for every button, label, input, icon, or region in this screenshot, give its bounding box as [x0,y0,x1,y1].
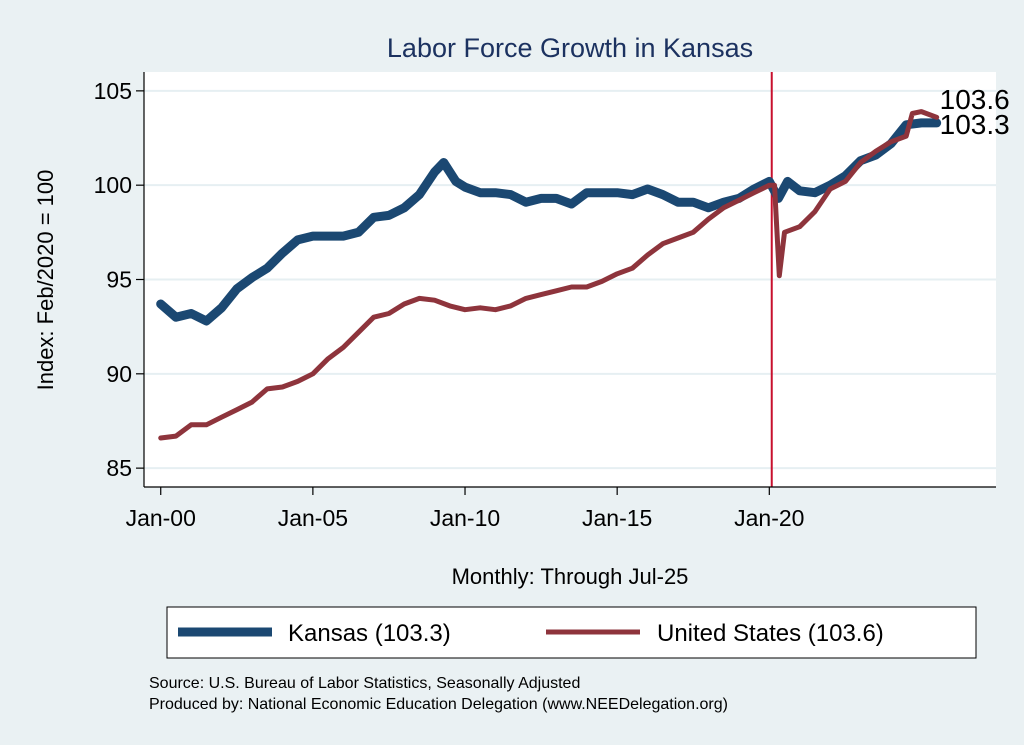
y-tick-label: 85 [106,455,132,481]
x-tick-label: Jan-20 [734,505,804,531]
series-line-united-states [158,109,940,441]
legend-label-united-states: United States (103.6) [657,620,884,647]
y-axis-ticks: 85 90 95 100 105 [94,78,144,481]
x-tick-label: Jan-00 [126,505,196,531]
producer-note: Produced by: National Economic Education… [149,696,728,713]
x-tick-label: Jan-15 [582,505,652,531]
y-tick-label: 105 [94,78,132,104]
legend-label-kansas: Kansas (103.3) [288,620,451,647]
source-note: Source: U.S. Bureau of Labor Statistics,… [149,675,580,692]
x-axis-title: Monthly: Through Jul-25 [452,564,689,589]
end-label-united-states: 103.6 [940,84,1010,115]
y-axis-title: Index: Feb/2020 = 100 [33,170,58,391]
x-tick-label: Jan-10 [430,505,500,531]
y-tick-label: 90 [106,361,132,387]
x-tick-label: Jan-05 [278,505,348,531]
legend: Kansas (103.3) United States (103.6) [166,606,977,659]
chart-title: Labor Force Growth in Kansas [387,33,753,63]
series-line-kansas [156,118,942,326]
y-tick-label: 100 [94,172,132,198]
end-label-kansas: 103.3 [940,109,1010,140]
grid-lines [144,89,996,470]
series-lines [156,109,942,441]
y-tick-label: 95 [106,267,132,293]
x-axis-ticks: Jan-00 Jan-05 Jan-10 Jan-15 Jan-20 [126,487,804,531]
